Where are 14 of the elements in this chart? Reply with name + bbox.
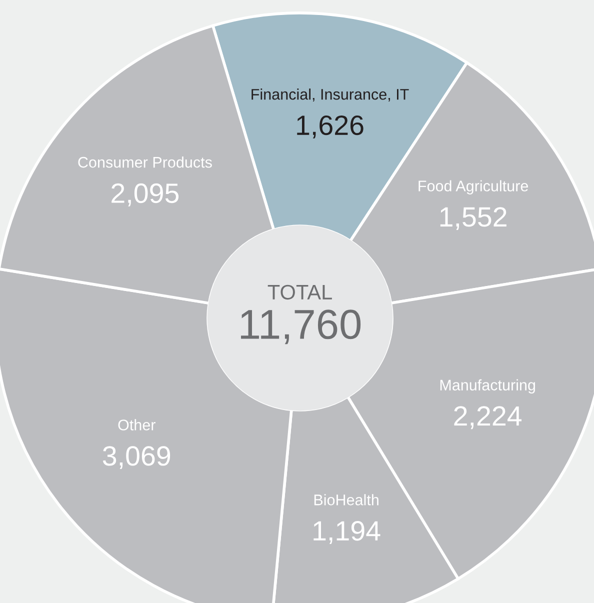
data-label: 1,194 bbox=[314, 521, 380, 544]
text: TOTAL bbox=[268, 284, 332, 300]
slice-label: Financial, Insurance, IT bbox=[252, 88, 409, 102]
data-label: 3,069 bbox=[102, 446, 170, 470]
text: 11,760 bbox=[241, 310, 361, 344]
slice-label: Manufacturing bbox=[440, 379, 535, 394]
slice-label: Food Agriculture bbox=[418, 180, 528, 194]
data-label: 2,224 bbox=[454, 406, 522, 430]
slice-label: Consumer Products bbox=[78, 156, 212, 168]
slice-label: Other bbox=[118, 419, 156, 430]
data-label: 1,552 bbox=[440, 207, 506, 230]
data-label: 2,095 bbox=[112, 183, 179, 206]
slice-label: BioHealth bbox=[314, 494, 378, 506]
data-label: 1,626 bbox=[297, 115, 364, 138]
